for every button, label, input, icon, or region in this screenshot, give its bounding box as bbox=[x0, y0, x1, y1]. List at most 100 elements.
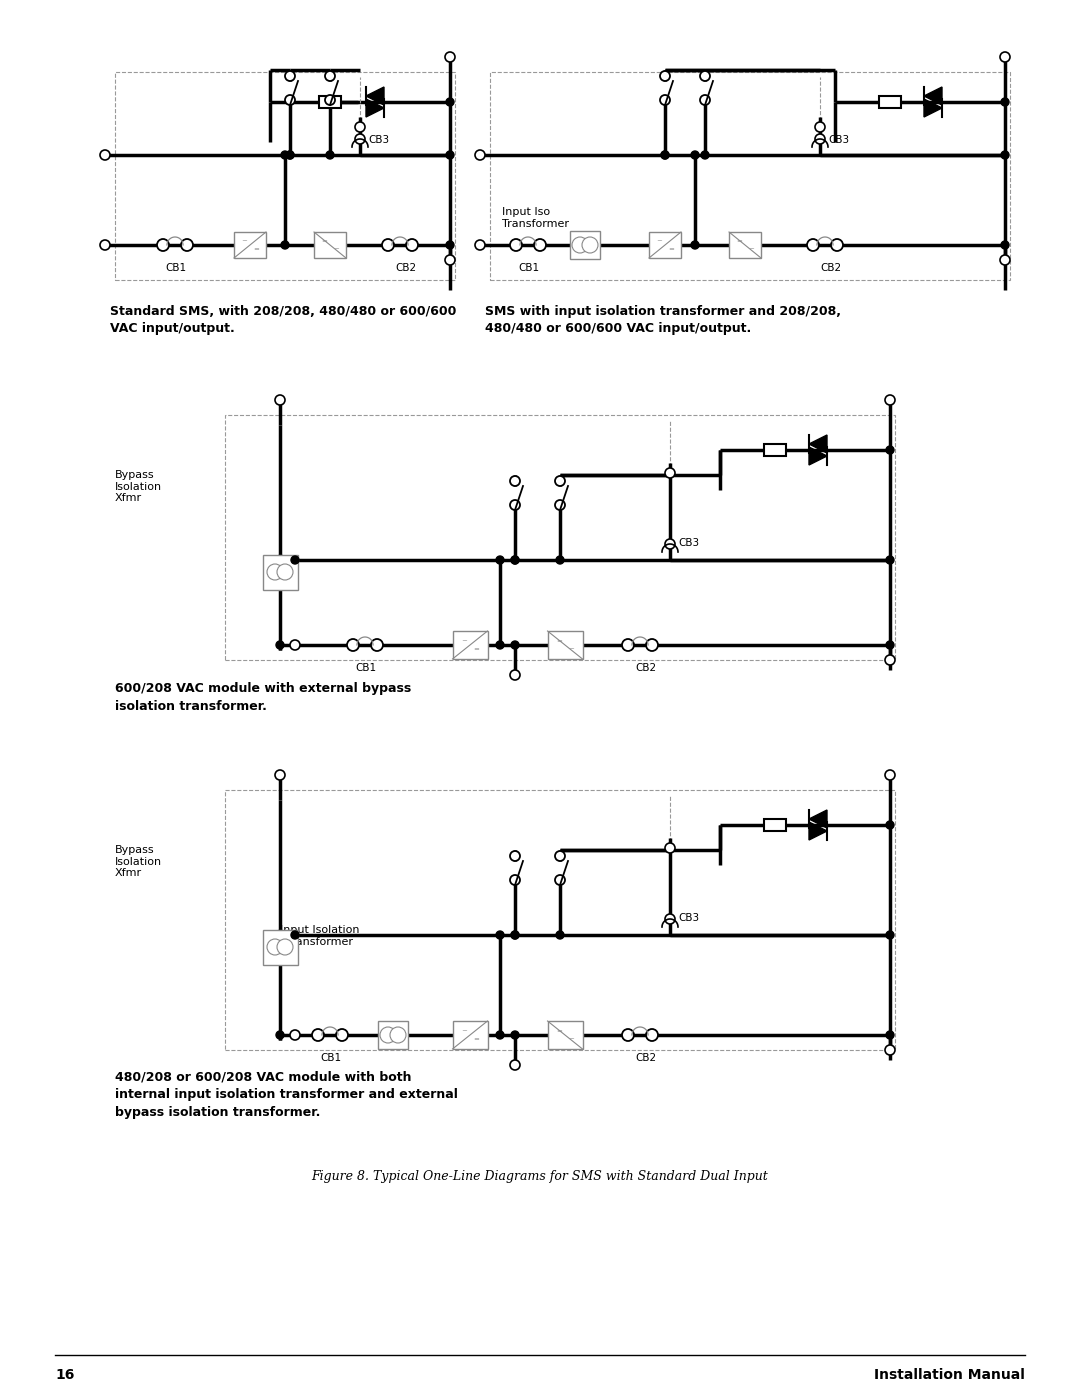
Text: =: = bbox=[556, 638, 562, 644]
Circle shape bbox=[336, 1030, 348, 1041]
Circle shape bbox=[661, 151, 669, 159]
Circle shape bbox=[496, 641, 504, 650]
Circle shape bbox=[831, 239, 843, 251]
Polygon shape bbox=[366, 87, 384, 105]
Circle shape bbox=[510, 671, 519, 680]
Circle shape bbox=[267, 564, 283, 580]
Circle shape bbox=[267, 939, 283, 956]
Circle shape bbox=[496, 930, 504, 939]
Text: ~: ~ bbox=[748, 246, 754, 251]
Circle shape bbox=[646, 1030, 658, 1041]
Circle shape bbox=[885, 655, 895, 665]
Polygon shape bbox=[809, 447, 827, 465]
Circle shape bbox=[555, 500, 565, 510]
Circle shape bbox=[475, 149, 485, 161]
Circle shape bbox=[475, 240, 485, 250]
Circle shape bbox=[325, 71, 335, 81]
Circle shape bbox=[1001, 98, 1009, 106]
Circle shape bbox=[276, 564, 293, 580]
Circle shape bbox=[534, 239, 546, 251]
Text: isolation transformer.: isolation transformer. bbox=[114, 700, 267, 712]
Circle shape bbox=[660, 95, 670, 105]
Text: CB2: CB2 bbox=[635, 1053, 657, 1063]
Circle shape bbox=[286, 151, 294, 159]
Text: bypass isolation transformer.: bypass isolation transformer. bbox=[114, 1106, 321, 1119]
Circle shape bbox=[445, 52, 455, 61]
Circle shape bbox=[511, 930, 519, 939]
Circle shape bbox=[510, 476, 519, 486]
Polygon shape bbox=[366, 99, 384, 117]
Circle shape bbox=[646, 638, 658, 651]
Circle shape bbox=[291, 556, 299, 564]
Circle shape bbox=[691, 242, 699, 249]
Text: CB1: CB1 bbox=[518, 263, 539, 272]
Bar bbox=[729, 232, 761, 258]
Circle shape bbox=[555, 476, 565, 486]
Circle shape bbox=[661, 151, 669, 159]
Bar bbox=[453, 1021, 487, 1049]
Circle shape bbox=[700, 71, 710, 81]
Circle shape bbox=[556, 556, 564, 564]
Circle shape bbox=[286, 151, 294, 159]
Text: =: = bbox=[556, 1028, 562, 1034]
Bar bbox=[453, 631, 487, 659]
Circle shape bbox=[276, 1031, 284, 1039]
Bar bbox=[649, 232, 681, 258]
Circle shape bbox=[275, 770, 285, 780]
Circle shape bbox=[815, 122, 825, 131]
Circle shape bbox=[556, 930, 564, 939]
Bar bbox=[234, 232, 266, 258]
Circle shape bbox=[446, 98, 454, 106]
Circle shape bbox=[622, 1030, 634, 1041]
Bar bbox=[764, 444, 786, 455]
Text: CB2: CB2 bbox=[395, 263, 416, 272]
Circle shape bbox=[285, 95, 295, 105]
Circle shape bbox=[511, 556, 519, 564]
Text: CB3: CB3 bbox=[368, 136, 389, 145]
Circle shape bbox=[701, 151, 708, 159]
Circle shape bbox=[555, 875, 565, 886]
Circle shape bbox=[285, 71, 295, 81]
Circle shape bbox=[510, 500, 519, 510]
Text: SMS with input isolation transformer and 208/208,: SMS with input isolation transformer and… bbox=[485, 305, 841, 319]
Text: CB2: CB2 bbox=[820, 263, 841, 272]
Text: CB3: CB3 bbox=[828, 136, 849, 145]
Circle shape bbox=[291, 640, 300, 650]
Text: Bypass
Isolation
Xfmr: Bypass Isolation Xfmr bbox=[114, 469, 162, 503]
Text: =: = bbox=[253, 246, 259, 251]
Circle shape bbox=[555, 851, 565, 861]
Circle shape bbox=[382, 239, 394, 251]
Text: CB1: CB1 bbox=[320, 1053, 341, 1063]
Circle shape bbox=[700, 95, 710, 105]
Bar bbox=[879, 96, 901, 108]
Circle shape bbox=[886, 821, 894, 828]
Text: ~: ~ bbox=[568, 1037, 573, 1042]
Circle shape bbox=[276, 641, 284, 650]
Circle shape bbox=[355, 122, 365, 131]
Text: CB3: CB3 bbox=[678, 538, 699, 548]
Text: =: = bbox=[669, 246, 674, 251]
Bar bbox=[314, 232, 346, 258]
Circle shape bbox=[510, 875, 519, 886]
Bar bbox=[548, 631, 582, 659]
Circle shape bbox=[291, 930, 299, 939]
Bar bbox=[225, 415, 895, 659]
Circle shape bbox=[815, 134, 825, 144]
Circle shape bbox=[660, 71, 670, 81]
Text: =: = bbox=[737, 237, 742, 244]
Polygon shape bbox=[809, 434, 827, 453]
Circle shape bbox=[380, 1027, 396, 1044]
Text: ~: ~ bbox=[241, 237, 247, 244]
Circle shape bbox=[886, 556, 894, 564]
Text: Input Isolation
Transformer: Input Isolation Transformer bbox=[280, 925, 360, 947]
Text: ~: ~ bbox=[461, 638, 467, 644]
Circle shape bbox=[885, 1045, 895, 1055]
Text: =: = bbox=[473, 645, 478, 652]
Text: Standard SMS, with 208/208, 480/480 or 600/600: Standard SMS, with 208/208, 480/480 or 6… bbox=[110, 305, 457, 319]
Circle shape bbox=[1001, 151, 1009, 159]
Circle shape bbox=[390, 1027, 406, 1044]
Circle shape bbox=[691, 151, 699, 159]
Text: CB2: CB2 bbox=[635, 664, 657, 673]
Circle shape bbox=[446, 151, 454, 159]
Circle shape bbox=[885, 395, 895, 405]
